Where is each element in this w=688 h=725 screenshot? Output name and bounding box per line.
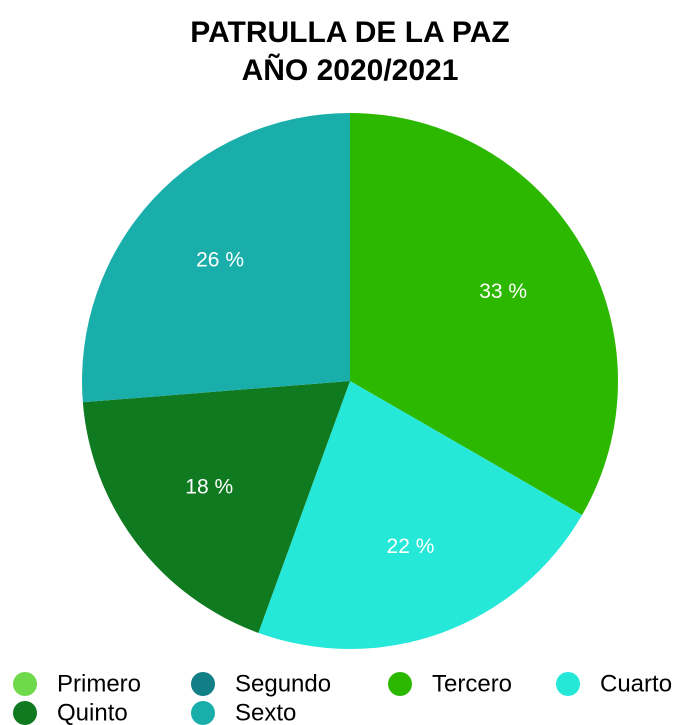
legend-label: Sexto (235, 699, 296, 725)
legend-label: Cuarto (600, 670, 672, 697)
pie-slice (82, 381, 350, 633)
pie-slice (258, 381, 583, 649)
chart-title: PATRULLA DE LA PAZ (190, 16, 509, 49)
legend-swatch (13, 672, 37, 696)
data-label: 18 % (185, 476, 233, 499)
pie-slice (82, 113, 350, 403)
legend-swatch (13, 701, 37, 725)
data-label: 26 % (196, 249, 244, 272)
legend-label: Segundo (235, 670, 331, 697)
legend-swatch (388, 672, 412, 696)
legend-label: Tercero (432, 670, 512, 697)
legend-label: Quinto (57, 699, 128, 725)
legend-label: Primero (57, 670, 141, 697)
data-label: 33 % (479, 280, 527, 303)
data-label: 22 % (387, 535, 435, 558)
legend-swatch (191, 701, 215, 725)
legend-swatch (556, 672, 580, 696)
chart-title: AÑO 2020/2021 (242, 53, 459, 87)
pie-slice (350, 113, 618, 515)
legend-swatch (191, 672, 215, 696)
